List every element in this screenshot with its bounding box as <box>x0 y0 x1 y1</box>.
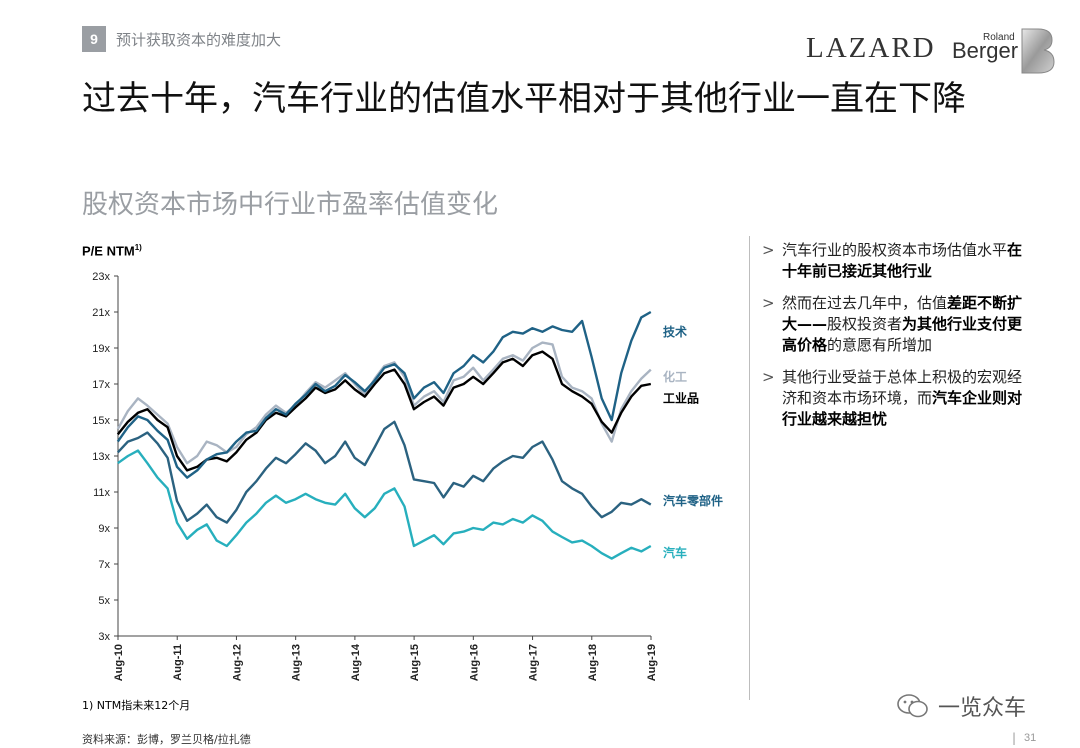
bullet-text: 其他行业受益于总体上积极的宏观经济和资本市场环境，而 <box>782 368 1023 407</box>
series-end-label: 汽车 <box>663 545 687 560</box>
bullet-emphasis: 在十年前已接近其他行业 <box>782 241 1023 280</box>
watermark-text: 一览众车 <box>938 696 1027 721</box>
series-line <box>116 420 652 524</box>
bullet-emphasis: 汽车企业则对行业越来越担忧 <box>782 389 1023 428</box>
x-tick-label: Aug-17 <box>528 644 540 681</box>
y-tick-label: 23x <box>92 271 110 283</box>
pe-line-chart: 3x 5x 7x 9x 11x 13x 15x 17x 19x 21x 23x Aug-10 Aug-1… <box>92 271 723 681</box>
x-tick-label: Aug-18 <box>587 644 599 681</box>
bullet-text: 然而在过去几年中，估值 <box>782 294 948 312</box>
y-tick-label: 21x <box>92 307 110 319</box>
series-line <box>116 341 652 465</box>
x-tick-label: Aug-11 <box>172 644 184 681</box>
series-end-label: 技术 <box>663 324 687 339</box>
bullet-text: 汽车行业的股权资本市场估值水平 <box>782 241 1008 259</box>
x-tick-label: Aug-16 <box>468 644 480 681</box>
x-tick-label: Aug-12 <box>231 644 243 681</box>
series-line <box>116 310 652 479</box>
y-tick-label: 13x <box>92 451 110 463</box>
series-end-label: 化工 <box>663 369 687 384</box>
wechat-icon <box>897 694 928 718</box>
x-tick-label: Aug-19 <box>646 644 658 681</box>
vertical-divider <box>749 236 750 700</box>
y-axis-label: P/E NTM1) <box>82 243 142 259</box>
bullet-item: > 其他行业受益于总体上积极的宏观经济和资本市场环境，而汽车企业则对行业越来越担忧 <box>762 367 1032 430</box>
x-tick-label: Aug-15 <box>409 644 421 681</box>
section-number-badge: 9 <box>82 26 106 52</box>
page-separator: | <box>1012 731 1017 745</box>
y-tick-label: 7x <box>98 559 110 571</box>
roland-berger-b-icon <box>1021 28 1055 74</box>
section-title: 预计获取资本的难度加大 <box>116 31 282 49</box>
chart-subtitle: 股权资本市场中行业市盈率估值变化 <box>82 190 499 220</box>
y-tick-label: 9x <box>98 523 110 535</box>
roland-logo-text: Roland <box>983 32 1015 43</box>
x-tick-label: Aug-13 <box>291 644 303 681</box>
main-title: 过去十年，汽车行业的估值水平相对于其他行业一直在下降 <box>82 79 966 119</box>
bullet-marker: > <box>762 368 775 386</box>
bullet-item: > 汽车行业的股权资本市场估值水平在十年前已接近其他行业 <box>762 240 1032 282</box>
bullet-text: 股权投资者 <box>827 315 903 333</box>
berger-logo-text: Berger <box>952 38 1019 63</box>
page-number: 31 <box>1024 732 1037 744</box>
x-tick-label: Aug-10 <box>113 644 125 681</box>
series-end-label: 工业品 <box>663 390 699 405</box>
bullet-marker: > <box>762 294 775 312</box>
y-tick-label: 19x <box>92 343 110 355</box>
bullet-text: 的意愿有所增加 <box>827 336 933 354</box>
x-tick-label: Aug-14 <box>350 643 362 681</box>
bullet-item: > 然而在过去几年中，估值差距不断扩大——股权投资者为其他行业支付更高价格的意愿有… <box>762 293 1032 356</box>
y-tick-label: 11x <box>93 487 110 499</box>
bullet-list: > 汽车行业的股权资本市场估值水平在十年前已接近其他行业 > 然而在过去几年中，估值差… <box>762 240 1032 441</box>
series-end-label: 汽车零部件 <box>663 493 723 508</box>
footnote: 1) NTM指未来12个月 <box>82 699 191 712</box>
y-tick-label: 15x <box>92 415 110 427</box>
watermark: 一览众车 <box>896 690 1026 722</box>
bullet-emphasis: 差距不断扩大—— <box>782 294 1023 333</box>
bullet-marker: > <box>762 241 775 259</box>
source-note: 资料来源：彭博，罗兰贝格/拉扎德 <box>82 733 251 746</box>
series-line <box>117 449 652 560</box>
y-tick-label: 17x <box>92 379 110 391</box>
lazard-logo: LAZARD <box>806 32 936 64</box>
bullet-emphasis: 为其他行业支付更高价格 <box>782 315 1023 354</box>
y-tick-label: 5x <box>98 595 110 607</box>
y-tick-label: 3x <box>98 631 110 643</box>
